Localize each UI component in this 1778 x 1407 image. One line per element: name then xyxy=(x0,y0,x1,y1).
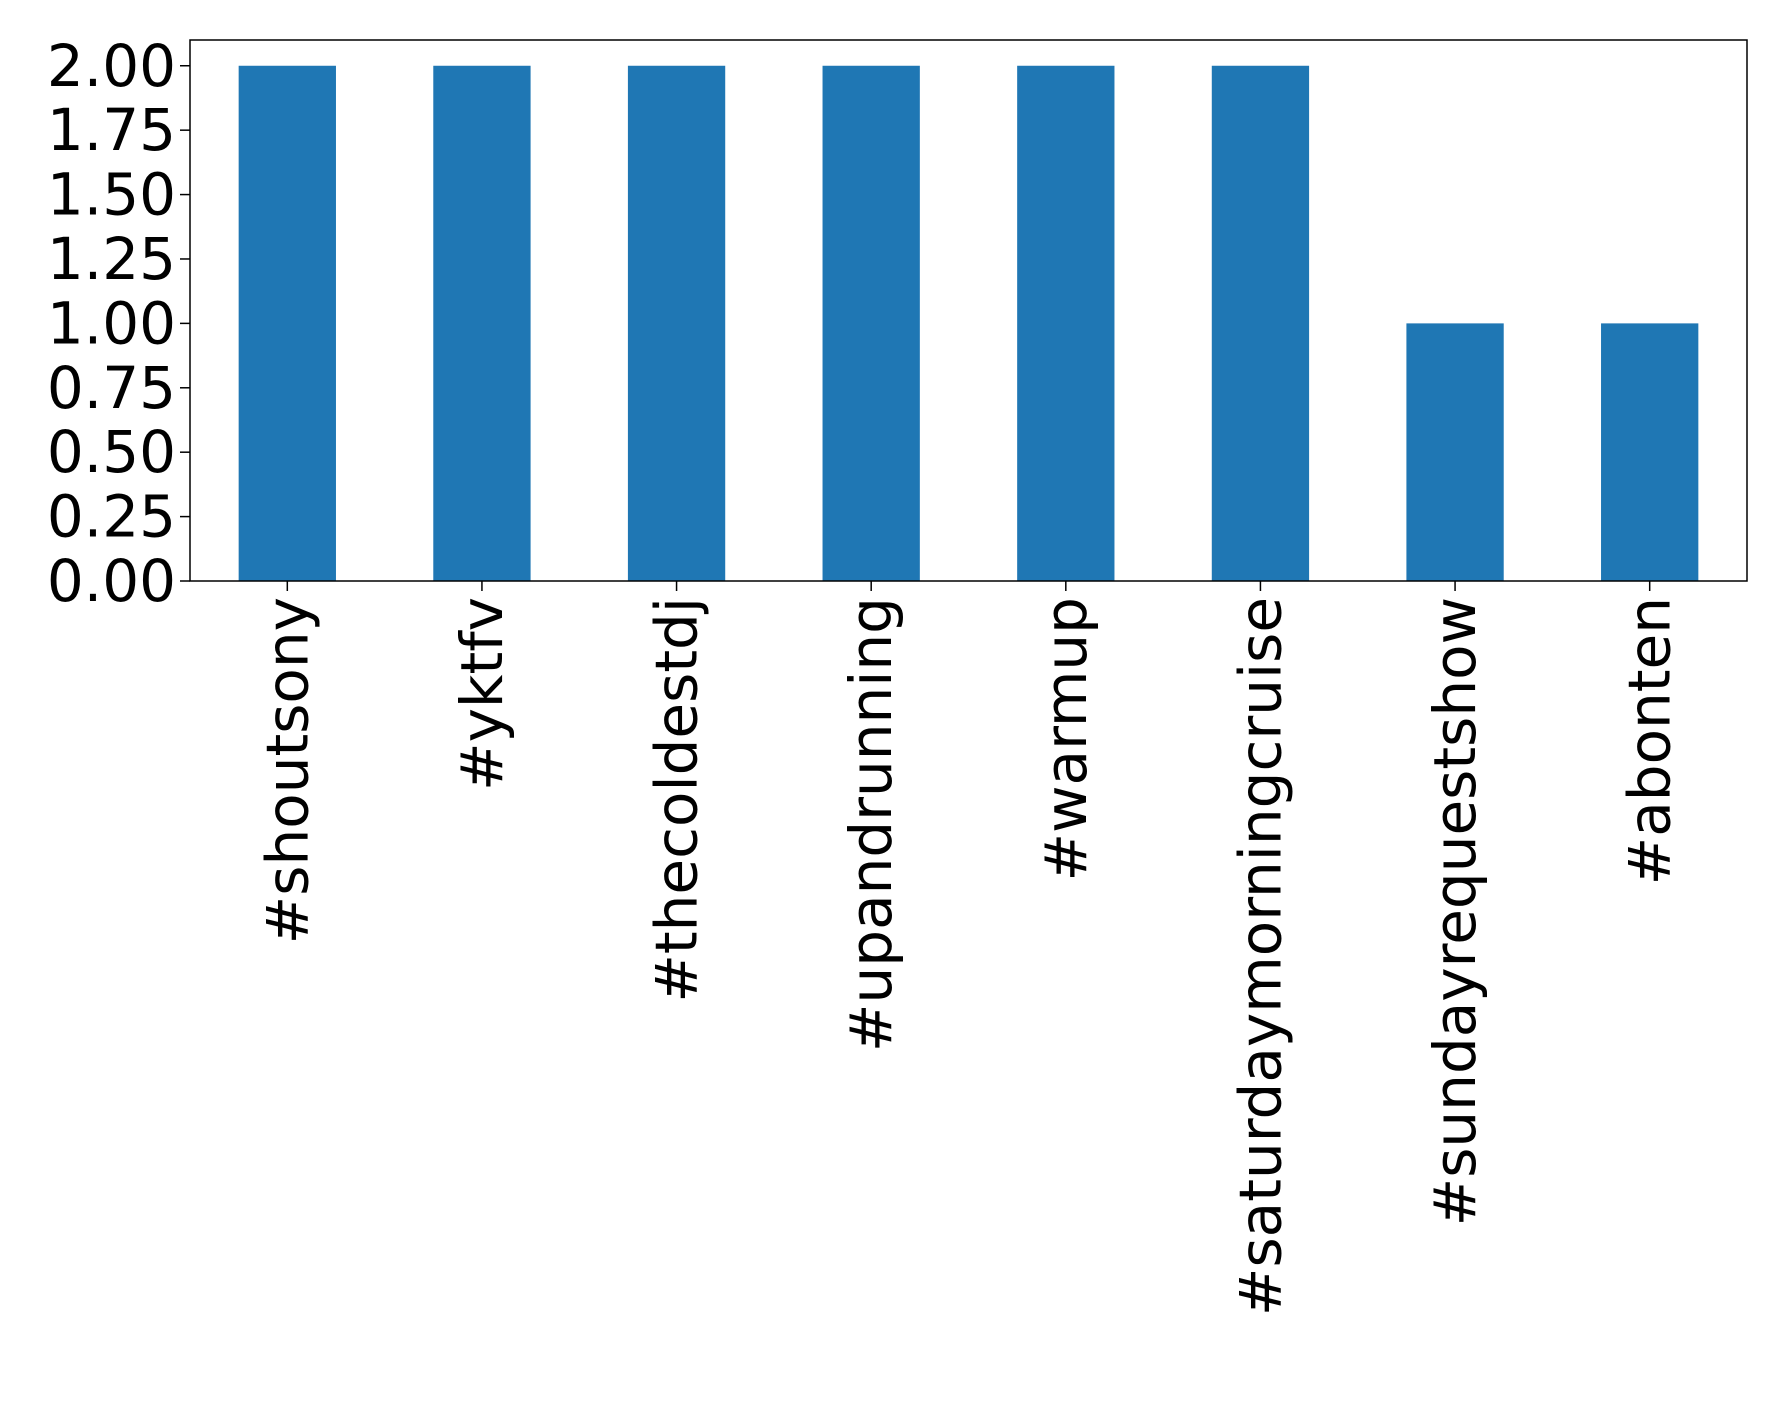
bar-warmup xyxy=(1017,65,1115,581)
bar-thecoldestdj xyxy=(627,65,726,581)
bar-upandrunning xyxy=(822,65,920,581)
y-tick-label: 0.75 xyxy=(47,354,176,422)
bar-shoutsony xyxy=(238,65,336,581)
x-tick-label: #warmup xyxy=(1032,597,1100,881)
plot-frame xyxy=(189,39,1748,582)
bar-sundayrequestshow xyxy=(1406,323,1504,581)
x-tick-label: #thecoldestdj xyxy=(643,597,711,1003)
y-tick-label: 0.00 xyxy=(47,547,176,615)
bar-saturdaymorningcruise xyxy=(1211,65,1310,581)
x-axis: #shoutsony #yktfv #thecoldestdj #upandrunni… xyxy=(253,581,1684,1316)
y-tick-label: 0.25 xyxy=(47,483,176,551)
bar-yktfv xyxy=(433,65,531,581)
y-tick-label: 1.25 xyxy=(47,225,176,293)
x-tick-label: #shoutsony xyxy=(253,597,321,944)
y-tick-label: 1.50 xyxy=(47,161,176,229)
bar-abonten xyxy=(1601,323,1699,581)
y-tick-label: 2.00 xyxy=(47,32,176,100)
x-tick-label: #upandrunning xyxy=(837,597,905,1052)
y-tick-label: 0.50 xyxy=(47,418,176,486)
y-axis: 0.000.250.500.751.001.251.501.752.00 xyxy=(47,32,190,615)
y-tick-label: 1.00 xyxy=(47,289,176,357)
x-tick-label: #yktfv xyxy=(448,597,516,791)
x-tick-label: #saturdaymorningcruise xyxy=(1226,597,1294,1316)
bars-layer xyxy=(238,65,1699,581)
y-tick-label: 1.75 xyxy=(47,96,176,164)
x-tick-label: #sundayrequestshow xyxy=(1421,597,1489,1226)
x-tick-label: #abonten xyxy=(1616,597,1684,885)
